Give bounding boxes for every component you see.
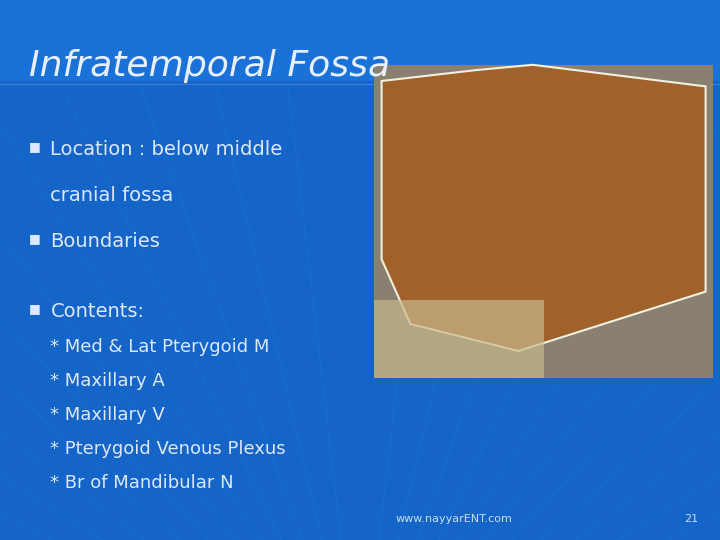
Text: * Maxillary V: * Maxillary V bbox=[50, 406, 165, 423]
Text: Contents:: Contents: bbox=[50, 302, 145, 321]
Text: www.nayyarENT.com: www.nayyarENT.com bbox=[396, 514, 513, 524]
Bar bbox=[0, 0, 720, 81]
Text: Infratemporal Fossa: Infratemporal Fossa bbox=[29, 49, 390, 83]
Text: cranial fossa: cranial fossa bbox=[50, 186, 174, 205]
Polygon shape bbox=[382, 65, 706, 351]
Text: Boundaries: Boundaries bbox=[50, 232, 161, 251]
Text: * Pterygoid Venous Plexus: * Pterygoid Venous Plexus bbox=[50, 440, 286, 457]
Bar bbox=[374, 65, 713, 378]
Bar bbox=[374, 65, 713, 378]
Text: * Br of Mandibular N: * Br of Mandibular N bbox=[50, 474, 234, 491]
Text: ■: ■ bbox=[29, 232, 40, 245]
Bar bbox=[374, 300, 544, 378]
Text: 21: 21 bbox=[684, 514, 698, 524]
Text: ■: ■ bbox=[29, 140, 40, 153]
Text: * Med & Lat Pterygoid M: * Med & Lat Pterygoid M bbox=[50, 338, 270, 355]
Text: * Maxillary A: * Maxillary A bbox=[50, 372, 165, 389]
Text: Location : below middle: Location : below middle bbox=[50, 140, 283, 159]
Text: ■: ■ bbox=[29, 302, 40, 315]
